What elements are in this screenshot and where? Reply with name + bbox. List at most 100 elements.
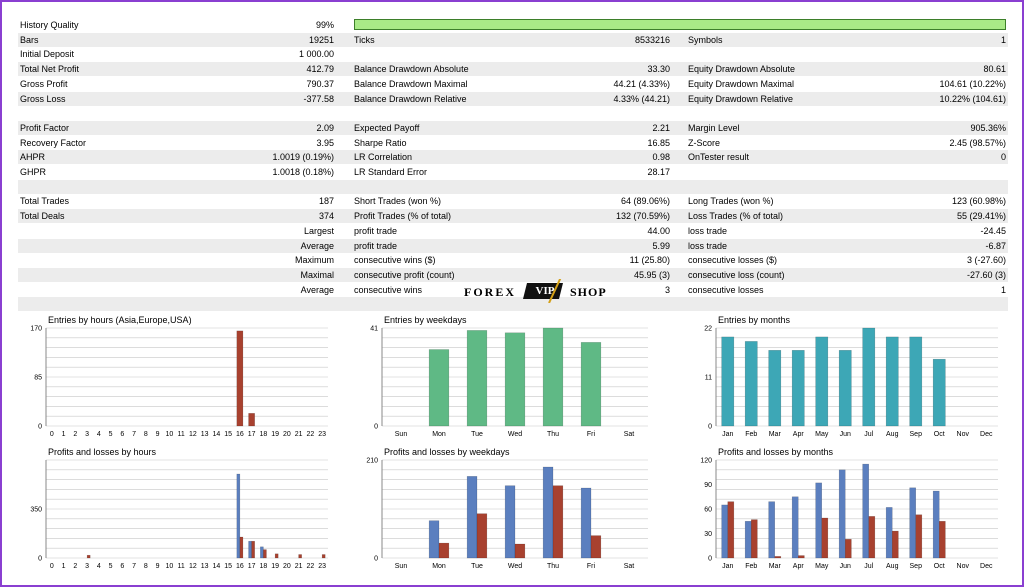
bar	[815, 336, 829, 427]
x-tick-label: May	[815, 431, 829, 438]
x-tick-label: 1	[62, 563, 66, 570]
c2-label: Sharpe Ratio	[354, 137, 407, 148]
x-tick-label: 15	[224, 431, 232, 438]
c1-label: Total Net Profit	[20, 64, 80, 75]
c2-value: 28.17	[647, 167, 670, 177]
table-row: Recovery Factor 3.95 Sharpe Ratio 16.85 Z-Sc…	[18, 136, 1008, 150]
x-tick-label: 21	[295, 563, 303, 570]
x-tick-label: 22	[306, 431, 314, 438]
c1-value: 3.95	[316, 137, 334, 148]
x-tick-label: Aug	[886, 431, 899, 438]
c3-value: 104.61 (10.22%)	[939, 78, 1006, 89]
bar	[721, 336, 735, 427]
x-tick-label: 18	[259, 431, 267, 438]
bar	[466, 330, 488, 427]
bar	[428, 349, 450, 427]
chart-title: Entries by months	[718, 315, 791, 325]
c3-label: Margin Level	[688, 122, 740, 133]
bar	[768, 501, 775, 559]
x-tick-label: 7	[132, 563, 136, 570]
bar	[939, 521, 946, 559]
table-row: Initial Deposit 1 000.00	[18, 47, 1008, 61]
c3-value: -27.60 (3)	[966, 269, 1006, 280]
c2-label: consecutive wins ($)	[354, 255, 436, 266]
x-tick-label: 6	[120, 431, 124, 438]
c1-value: -377.58	[303, 93, 334, 104]
bar	[86, 554, 91, 559]
c2-value: 16.85	[647, 137, 670, 148]
y-tick-label: 85	[34, 375, 42, 382]
y-tick-label: 11	[705, 375, 712, 382]
c3-value: 905.36%	[970, 122, 1006, 133]
c3-value: 123 (60.98%)	[951, 196, 1006, 207]
table-row: History Quality 99%	[18, 18, 1008, 32]
x-tick-label: Feb	[745, 563, 757, 570]
bar	[552, 485, 564, 559]
bar	[909, 487, 916, 559]
x-tick-label: Sat	[624, 431, 635, 438]
y-tick-label: 0	[708, 556, 712, 563]
x-tick-label: 15	[224, 563, 232, 570]
x-tick-label: 19	[271, 431, 279, 438]
badge-shape	[523, 276, 563, 304]
table-row: Average consecutive wins 3 consecutive loss…	[18, 283, 1008, 297]
x-tick-label: Wed	[508, 563, 522, 570]
chart-title: Entries by hours (Asia,Europe,USA)	[48, 315, 192, 325]
bar	[542, 327, 564, 427]
x-tick-label: Nov	[957, 563, 970, 570]
x-tick-label: Oct	[934, 431, 945, 438]
c1-value: Average	[300, 240, 334, 251]
bar	[751, 519, 758, 559]
c2-label: LR Standard Error	[354, 167, 428, 177]
bar	[251, 540, 255, 559]
bar	[774, 556, 782, 559]
chart: Entries by hours (Asia,Europe,USA) 0 85 170…	[18, 314, 334, 442]
y-tick-label: 170	[30, 326, 42, 333]
bar	[236, 330, 244, 427]
bar	[248, 413, 255, 427]
x-tick-label: 12	[189, 563, 197, 570]
table-row: Profit Factor 2.09 Expected Payoff 2.21 Marg…	[18, 120, 1008, 135]
c1-value: 374	[318, 211, 334, 222]
c1-value: 19251	[308, 34, 334, 45]
x-tick-label: Dec	[980, 563, 993, 570]
bar	[721, 504, 728, 559]
c2-label: consecutive profit (count)	[354, 269, 455, 280]
c1-label: Gross Profit	[20, 78, 68, 89]
c2-label: Balance Drawdown Absolute	[354, 64, 469, 75]
c2-label: Ticks	[354, 34, 375, 45]
bar	[798, 555, 805, 559]
x-tick-label: 17	[248, 431, 256, 438]
bar	[428, 520, 440, 559]
x-tick-label: Fri	[587, 563, 596, 570]
x-tick-label: Dec	[980, 431, 993, 438]
c2-value: 64 (89.06%)	[620, 196, 670, 207]
x-tick-label: 9	[156, 431, 160, 438]
c2-label: LR Correlation	[354, 152, 413, 163]
x-tick-label: Fri	[587, 431, 596, 438]
bar	[590, 535, 602, 559]
bar	[885, 336, 899, 427]
watermark-badge: VIP	[523, 276, 567, 304]
x-tick-label: 8	[144, 431, 148, 438]
x-tick-label: May	[815, 563, 829, 570]
x-tick-label: 16	[236, 431, 244, 438]
chart-title: Profits and losses by weekdays	[384, 447, 510, 457]
table-row: Total Trades 187 Short Trades (won %) 64 (8…	[18, 194, 1008, 208]
c2-label: profit trade	[354, 225, 398, 236]
table-row: Total Net Profit 412.79 Balance Drawdown A…	[18, 62, 1008, 77]
x-tick-label: 20	[283, 563, 291, 570]
chart: Entries by months 0 11 22 Jan Feb Mar Apr May Jun…	[688, 314, 1004, 442]
x-tick-label: 7	[132, 431, 136, 438]
x-tick-label: 18	[259, 563, 267, 570]
c3-label: Equity Drawdown Absolute	[688, 64, 796, 75]
c1-label: Initial Deposit	[20, 49, 75, 60]
x-tick-label: 20	[283, 431, 291, 438]
c1-value: 187	[318, 196, 334, 207]
table-row: Total Deals 374 Profit Trades (% of total)…	[18, 209, 1008, 224]
bar	[744, 521, 752, 559]
c2-label: Expected Payoff	[354, 122, 420, 133]
c3-value: 55 (29.41%)	[956, 211, 1006, 222]
